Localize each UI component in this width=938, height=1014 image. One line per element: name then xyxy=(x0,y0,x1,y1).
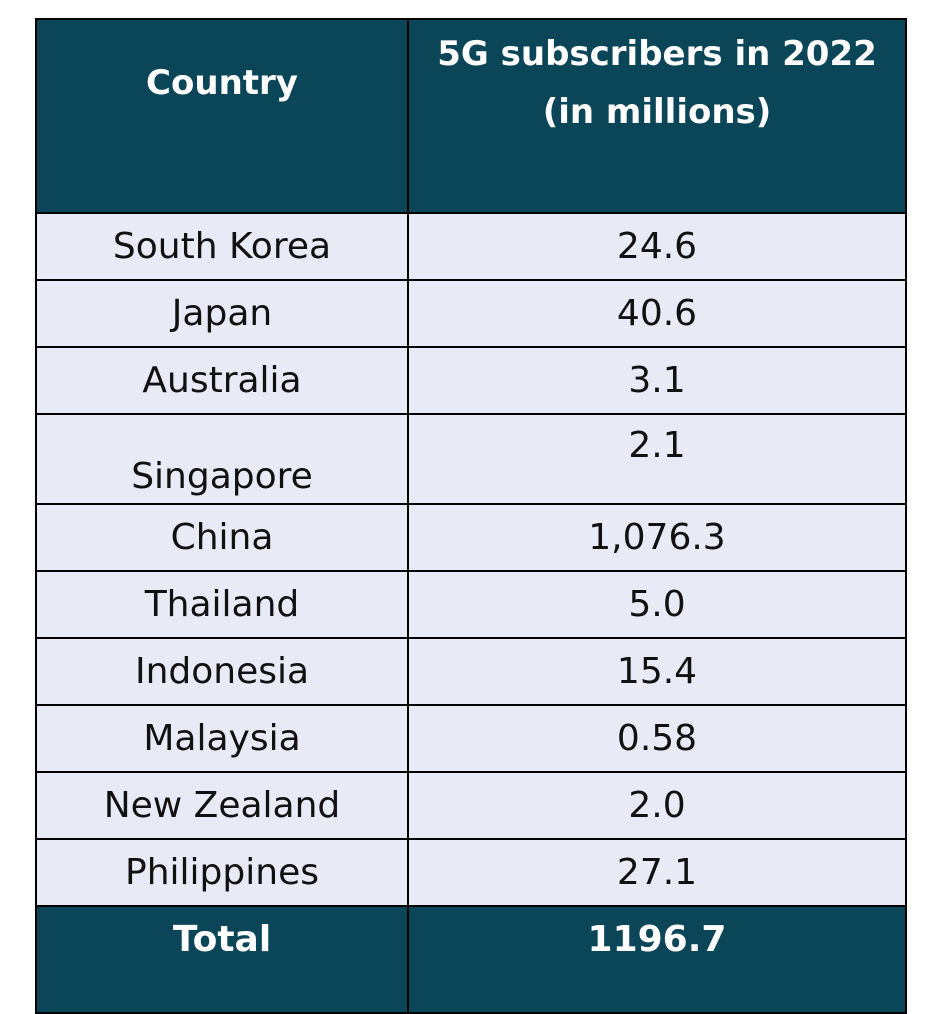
table-row: Singapore 2.1 xyxy=(35,413,907,505)
country-cell: Australia xyxy=(35,346,409,415)
country-cell: Indonesia xyxy=(35,637,409,706)
table-row: Indonesia 15.4 xyxy=(35,637,907,706)
header-country: Country xyxy=(35,18,409,214)
country-cell: Thailand xyxy=(35,570,409,639)
total-value: 1196.7 xyxy=(407,905,907,1014)
table-row: China 1,076.3 xyxy=(35,503,907,572)
header-subscribers-line2: (in millions) xyxy=(542,92,772,132)
country-cell: Philippines xyxy=(35,838,409,907)
value-cell: 40.6 xyxy=(407,279,907,348)
table-header-row: Country 5G subscribers in 2022 (in milli… xyxy=(35,18,907,214)
value-cell: 24.6 xyxy=(407,212,907,281)
country-cell: Japan xyxy=(35,279,409,348)
total-row: Total 1196.7 xyxy=(35,905,907,1014)
value-cell: 0.58 xyxy=(407,704,907,773)
value-cell: 1,076.3 xyxy=(407,503,907,572)
table-row: South Korea 24.6 xyxy=(35,212,907,281)
country-cell: New Zealand xyxy=(35,771,409,840)
table-row: Malaysia 0.58 xyxy=(35,704,907,773)
country-cell: South Korea xyxy=(35,212,409,281)
value-cell: 2.0 xyxy=(407,771,907,840)
value-cell: 15.4 xyxy=(407,637,907,706)
table-row: Japan 40.6 xyxy=(35,279,907,348)
country-cell: Malaysia xyxy=(35,704,409,773)
total-label: Total xyxy=(35,905,409,1014)
subscribers-table: Country 5G subscribers in 2022 (in milli… xyxy=(35,18,907,1014)
table-row: Thailand 5.0 xyxy=(35,570,907,639)
table-row: Australia 3.1 xyxy=(35,346,907,415)
table-row: Philippines 27.1 xyxy=(35,838,907,907)
value-cell: 2.1 xyxy=(407,413,907,505)
value-cell: 27.1 xyxy=(407,838,907,907)
header-subscribers: 5G subscribers in 2022 (in millions) xyxy=(407,18,907,214)
value-cell: 3.1 xyxy=(407,346,907,415)
country-cell: China xyxy=(35,503,409,572)
table-row: New Zealand 2.0 xyxy=(35,771,907,840)
value-cell: 5.0 xyxy=(407,570,907,639)
header-subscribers-line1: 5G subscribers in 2022 xyxy=(437,34,877,74)
country-cell: Singapore xyxy=(35,413,409,505)
